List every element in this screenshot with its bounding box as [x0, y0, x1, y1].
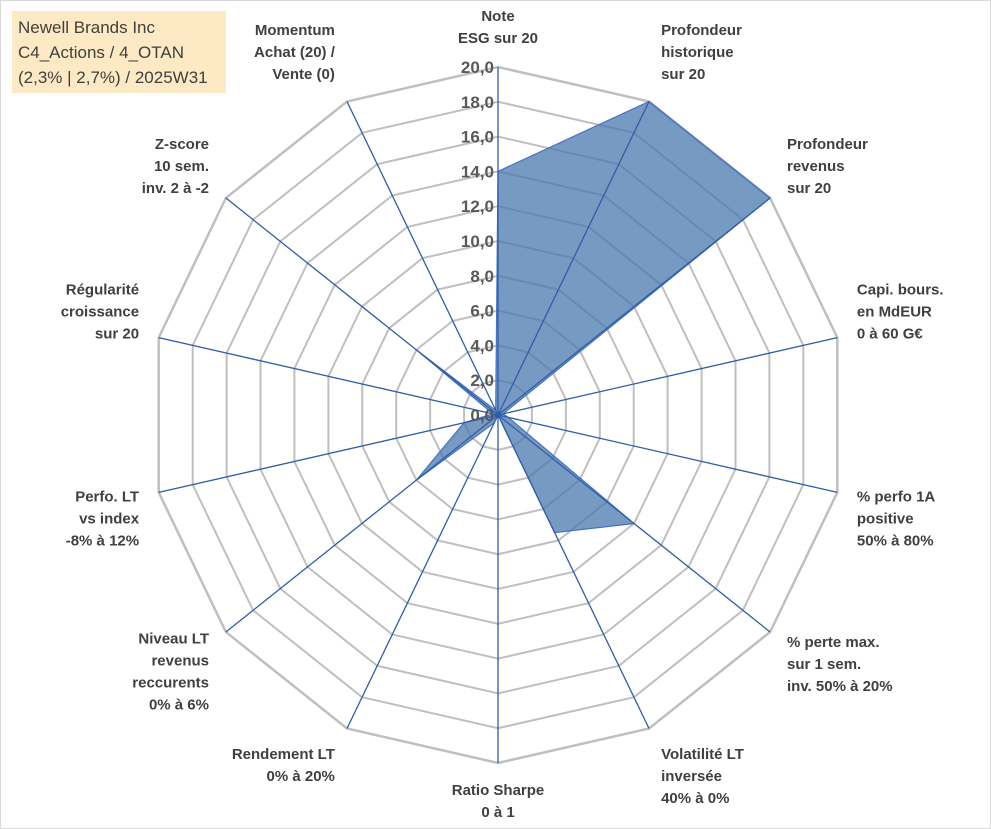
- tick-label: 10,0: [461, 232, 494, 251]
- stock-info-box: Newell Brands Inc C4_Actions / 4_OTAN (2…: [12, 11, 226, 93]
- tick-label: 6,0: [470, 302, 494, 321]
- axis-spoke: [346, 414, 499, 729]
- tick-label: 0,0: [470, 406, 494, 425]
- tick-label: 14,0: [461, 162, 494, 181]
- axis-label: Ratio Sharpe 0 à 1: [452, 782, 545, 821]
- axis-label: Profondeur revenus sur 20: [787, 136, 868, 197]
- axis-label: % perfo 1A positive 50% à 80%: [857, 489, 936, 550]
- axis-label: Niveau LT revenus reccurents 0% à 6%: [132, 631, 209, 714]
- axis-spoke: [225, 197, 499, 416]
- axis-spoke: [158, 336, 499, 416]
- axis-label: Momentum Achat (20) / Vente (0): [254, 22, 336, 83]
- company-name: Newell Brands Inc: [18, 18, 156, 37]
- axis-spoke: [346, 101, 499, 416]
- tick-label: 16,0: [461, 128, 494, 147]
- axis-label: Note ESG sur 20: [458, 8, 538, 47]
- axis-spoke: [158, 414, 499, 494]
- axis-spoke: [497, 101, 650, 416]
- tick-label: 18,0: [461, 93, 494, 112]
- axis-label: Z-score 10 sem. inv. 2 à -2: [142, 136, 209, 197]
- axis-label: Profondeur historique sur 20: [661, 22, 742, 83]
- portfolio-category: C4_Actions / 4_OTAN: [18, 43, 184, 62]
- axis-spoke: [497, 414, 650, 729]
- axis-spoke: [497, 414, 771, 633]
- tick-label: 4,0: [470, 336, 494, 355]
- axis-spoke: [497, 336, 838, 416]
- tick-label: 12,0: [461, 197, 494, 216]
- axis-label: Perfo. LT vs index -8% à 12%: [66, 489, 140, 550]
- axis-spoke: [497, 414, 838, 494]
- period-info: (2,3% | 2,7%) / 2025W31: [18, 68, 208, 87]
- axis-label: Capi. bours. en MdEUR 0 à 60 G€: [857, 281, 944, 342]
- tick-label: 8,0: [470, 267, 494, 286]
- axis-label: Rendement LT 0% à 20%: [232, 746, 335, 785]
- axis-label: Volatilité LT inversée 40% à 0%: [661, 746, 744, 807]
- axis-spoke: [497, 197, 771, 416]
- axis-label: % perte max. sur 1 sem. inv. 50% à 20%: [787, 634, 893, 695]
- axis-label: Régularité croissance sur 20: [61, 281, 139, 342]
- tick-label: 20,0: [461, 58, 494, 77]
- axis-spoke: [225, 414, 499, 633]
- tick-label: 2,0: [470, 371, 494, 390]
